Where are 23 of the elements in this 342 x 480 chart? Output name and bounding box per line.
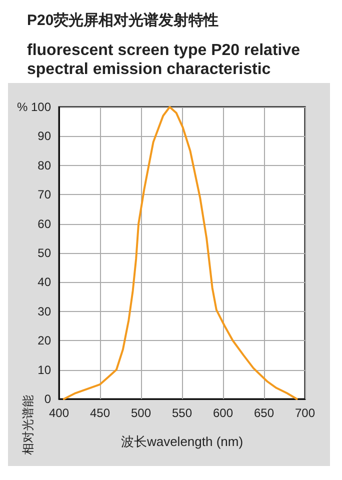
y-tick-label: 50 [38,246,52,260]
y-tick-label: 10 [38,362,52,377]
x-axis-title: 波长wavelength (nm) [120,434,244,449]
x-tick-label: 500 [130,406,152,420]
y-tick-label: 0 [44,392,52,406]
line-series [62,106,298,400]
y-tick-label: 40 [38,275,52,290]
x-tick-label: 600 [212,406,234,420]
x-tick-label: 400 [48,406,70,420]
y-tick-label: 80 [38,158,52,172]
y-tick-label: 20 [38,334,52,348]
y-tick-label: % 100 [16,100,52,114]
y-tick-label: 30 [38,304,52,318]
y-tick-label: 60 [38,216,52,231]
x-tick-label: 550 [172,406,192,420]
x-tick-label: 450 [90,406,110,420]
chart-title: P20荧光屏相对光谱发射特性 [27,11,219,29]
x-tick-label: 650 [254,406,274,420]
y-tick-label: 90 [38,129,52,144]
chart-subtitle: fluorescent screen type P20 relative spectral emission characteristic [27,42,300,78]
y-tick-label: 70 [38,188,52,202]
x-tick-label: 700 [294,406,316,420]
y-axis-title: 相对光谱能 [21,395,35,455]
